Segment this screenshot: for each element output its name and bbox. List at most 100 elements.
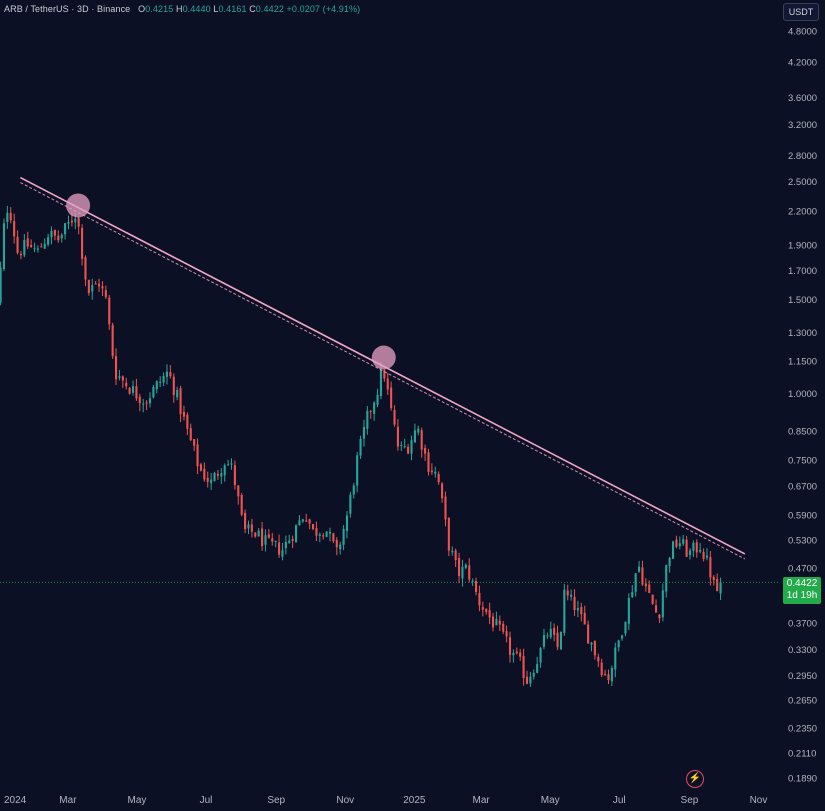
candle [692, 540, 695, 557]
candle [345, 510, 349, 539]
time-tick-label: Nov [750, 795, 768, 806]
candle [264, 529, 267, 552]
open-label: O [138, 4, 146, 14]
candle [464, 563, 467, 570]
candle [94, 281, 97, 285]
candle [159, 376, 162, 388]
candle [505, 625, 508, 643]
candle [244, 509, 247, 534]
candle [179, 385, 182, 423]
candle [19, 250, 22, 260]
candle [668, 556, 671, 573]
candle [491, 612, 495, 632]
candle [604, 669, 607, 677]
candle [529, 671, 532, 687]
candle [536, 656, 539, 674]
candle [468, 558, 471, 583]
lightning-icon[interactable]: ⚡ [686, 770, 704, 788]
candle [617, 639, 620, 652]
candle [634, 573, 637, 597]
candle [23, 234, 26, 258]
candle [227, 459, 230, 466]
candle [403, 438, 406, 449]
time-axis[interactable]: 2024 Mar May Jul Sep Nov 2025 Mar May Jul Sep Nov [4, 795, 767, 806]
candle [288, 534, 291, 544]
candle [600, 658, 603, 678]
time-tick-label: Nov [336, 795, 354, 806]
candle [284, 535, 287, 555]
candle [488, 602, 491, 625]
candle [546, 632, 549, 639]
candle [661, 583, 664, 622]
candle [352, 482, 355, 499]
candle [407, 443, 410, 455]
candle [502, 620, 505, 635]
candle [386, 372, 389, 395]
candle [356, 452, 359, 493]
candle [621, 634, 624, 641]
candle [587, 620, 590, 644]
time-tick-label: Sep [681, 795, 699, 806]
resistance-trendline-dashed [20, 182, 746, 560]
price-tick-label: 1.9000 [788, 241, 817, 252]
candle [671, 540, 675, 560]
candle [50, 226, 53, 245]
candle [47, 233, 50, 247]
candle [233, 460, 236, 490]
candle [709, 550, 712, 586]
candle [176, 386, 179, 401]
candle [237, 485, 240, 505]
candle [135, 378, 138, 401]
candle [699, 543, 702, 554]
candle [9, 207, 12, 224]
price-tick-label: 0.7500 [788, 455, 817, 466]
candle [128, 386, 131, 395]
candle [26, 231, 29, 250]
candle [125, 377, 128, 390]
candle [559, 631, 562, 651]
price-tick-label: 1.7000 [788, 266, 817, 277]
candle [651, 594, 654, 605]
candle [131, 380, 135, 396]
candle [454, 548, 457, 568]
candle [325, 531, 328, 538]
price-tick-label: 2.2000 [788, 207, 817, 218]
candle [145, 400, 148, 411]
candle [539, 647, 542, 668]
overlays-layer [0, 176, 780, 583]
candle [87, 279, 90, 296]
candle [210, 473, 213, 490]
candle [688, 548, 692, 560]
candle [665, 564, 668, 598]
trendline-touch-marker [66, 193, 91, 218]
candle [315, 521, 318, 542]
candle [267, 529, 270, 539]
candle [16, 230, 19, 255]
candle [434, 466, 437, 478]
price-tick-label: 0.6700 [788, 481, 817, 492]
price-axis[interactable]: 4.8000 4.2000 3.6000 3.2000 2.8000 2.5000 2.20… [788, 26, 817, 784]
time-tick-label: Mar [59, 795, 77, 806]
time-tick-label: May [541, 795, 560, 806]
symbol-legend: ARB / TetherUS · 3D · Binance O0.4215 H0… [4, 4, 360, 14]
candle [186, 412, 189, 436]
candle [430, 463, 433, 475]
candle [712, 575, 715, 586]
price-tick-label: 0.3700 [788, 619, 817, 630]
candle [193, 438, 196, 452]
candle [705, 548, 709, 561]
candle [308, 518, 311, 530]
candle [644, 578, 647, 592]
currency-unit-button[interactable]: USDT [783, 3, 819, 21]
candle [118, 369, 121, 381]
candle [30, 239, 33, 248]
candle [447, 517, 450, 557]
candle [658, 614, 661, 624]
candle [305, 513, 308, 523]
candle [610, 665, 613, 686]
low-value: 0.4161 [218, 4, 247, 14]
low-label: L [213, 4, 219, 14]
candle [216, 469, 219, 480]
candle [576, 600, 579, 618]
